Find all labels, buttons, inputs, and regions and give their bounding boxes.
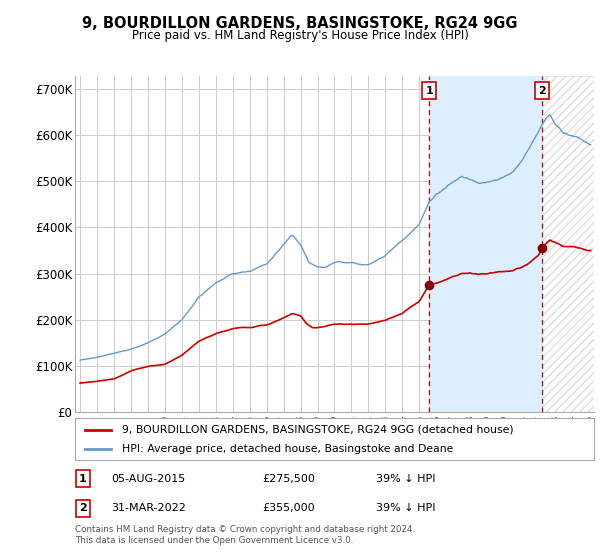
Bar — [542, 76, 594, 412]
Text: 39% ↓ HPI: 39% ↓ HPI — [376, 474, 436, 483]
Bar — [542, 76, 594, 412]
Text: 05-AUG-2015: 05-AUG-2015 — [112, 474, 185, 483]
Text: £355,000: £355,000 — [262, 503, 314, 513]
Text: 39% ↓ HPI: 39% ↓ HPI — [376, 503, 436, 513]
Bar — [429, 76, 542, 412]
Text: 2: 2 — [538, 86, 546, 96]
Text: Price paid vs. HM Land Registry's House Price Index (HPI): Price paid vs. HM Land Registry's House … — [131, 29, 469, 42]
Text: Contains HM Land Registry data © Crown copyright and database right 2024.
This d: Contains HM Land Registry data © Crown c… — [75, 525, 415, 545]
Text: 2: 2 — [79, 503, 86, 513]
Text: 9, BOURDILLON GARDENS, BASINGSTOKE, RG24 9GG: 9, BOURDILLON GARDENS, BASINGSTOKE, RG24… — [82, 16, 518, 31]
Text: 1: 1 — [425, 86, 433, 96]
Text: 31-MAR-2022: 31-MAR-2022 — [112, 503, 186, 513]
Text: 9, BOURDILLON GARDENS, BASINGSTOKE, RG24 9GG (detached house): 9, BOURDILLON GARDENS, BASINGSTOKE, RG24… — [122, 424, 514, 435]
Text: £275,500: £275,500 — [262, 474, 315, 483]
Text: 1: 1 — [79, 474, 86, 483]
Text: HPI: Average price, detached house, Basingstoke and Deane: HPI: Average price, detached house, Basi… — [122, 444, 453, 454]
